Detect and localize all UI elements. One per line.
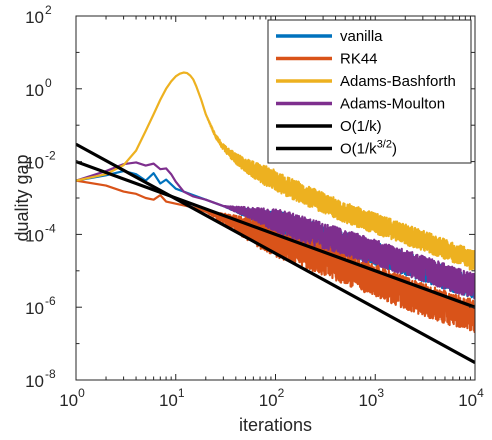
series-layer xyxy=(76,71,475,365)
x-tick-label: 103 xyxy=(358,386,384,410)
axis-ticks xyxy=(75,15,476,381)
series-line-adams-bashforth xyxy=(76,71,475,271)
y-axis-label: duality gap xyxy=(12,154,32,241)
series-line-o-1-k3-2- xyxy=(76,142,475,365)
legend-entry: Adams-Moulton xyxy=(340,96,445,113)
legend-entry: O(1/k) xyxy=(340,118,382,135)
x-tick-label: 101 xyxy=(159,386,185,410)
y-tick-label: 10-6 xyxy=(25,294,56,318)
x-tick-label: 104 xyxy=(458,386,484,410)
y-tick-label: 100 xyxy=(25,76,52,100)
x-axis-label: iterations xyxy=(239,415,312,435)
x-tick-label: 102 xyxy=(259,386,285,410)
legend-box xyxy=(267,19,472,164)
legend-entry: vanilla xyxy=(340,28,383,45)
x-tick-label: 100 xyxy=(59,386,85,410)
y-tick-label: 10-8 xyxy=(25,367,56,391)
series-line-o-1-k- xyxy=(76,160,475,309)
legend: vanilla RK44 Adams-Bashforth Adams-Moulton O… xyxy=(267,19,472,164)
y-tick-label: 102 xyxy=(25,3,52,27)
legend-entry: RK44 xyxy=(340,51,378,68)
legend-entry: Adams-Bashforth xyxy=(340,73,456,90)
series-line-adams-moulton xyxy=(76,161,475,300)
